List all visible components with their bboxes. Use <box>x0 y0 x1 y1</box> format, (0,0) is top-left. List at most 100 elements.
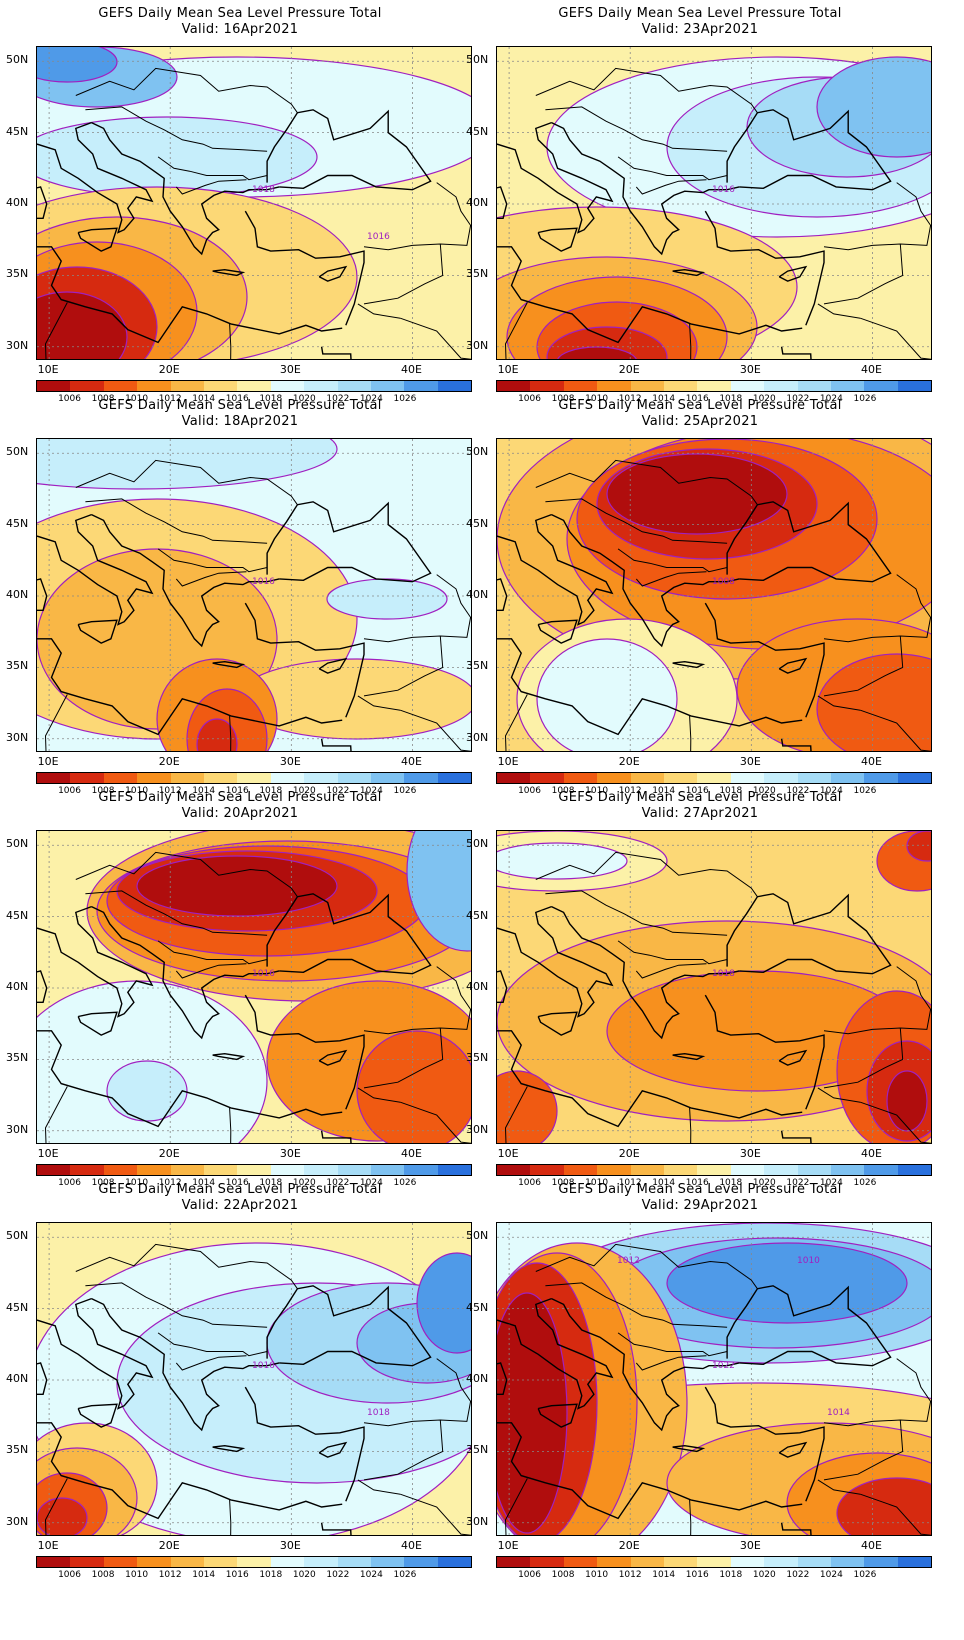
coastline <box>726 109 892 191</box>
colorbar-swatch <box>864 1557 898 1567</box>
colorbar-tick-label: 1022 <box>786 1178 810 1188</box>
colorbar-swatch <box>437 773 472 783</box>
colorbar-tick-label: 1012 <box>618 1570 642 1580</box>
country-border <box>817 1087 861 1103</box>
colorbar-tick-label: 1010 <box>585 1178 609 1188</box>
colorbar <box>36 1164 472 1176</box>
country-border <box>229 1107 232 1143</box>
colorbar-swatch <box>370 773 405 783</box>
colorbar-swatch <box>497 1165 531 1175</box>
country-border <box>357 1479 401 1495</box>
colorbar-tick-label: 1008 <box>551 1178 575 1188</box>
coastline <box>537 1011 578 1036</box>
colorbar-swatch <box>37 381 71 391</box>
colorbar-swatch <box>597 381 631 391</box>
coastline <box>497 186 508 219</box>
latitude-tick-label: 40N <box>6 1372 29 1385</box>
colorbar-swatch <box>404 1557 438 1567</box>
longitude-tick-label: 30E <box>279 363 301 376</box>
latitude-tick-label: 40N <box>6 980 29 993</box>
longitude-tick-label: 40E <box>400 755 422 768</box>
pressure-contour-region <box>37 116 318 198</box>
colorbar-tick-label: 1012 <box>618 786 642 796</box>
colorbar-swatch <box>103 381 138 391</box>
contour-label: 1008 <box>712 577 735 587</box>
colorbar-swatch <box>597 773 631 783</box>
colorbar-tick-label: 1006 <box>58 1178 81 1188</box>
latitude-tick-label: 30N <box>466 1122 489 1136</box>
country-border <box>817 1479 861 1495</box>
colorbar-tick-label: 1022 <box>326 786 350 796</box>
colorbar-tick-label: 1010 <box>585 786 609 796</box>
colorbar-swatch <box>170 381 204 391</box>
coastline <box>320 346 352 359</box>
country-border <box>823 966 931 1035</box>
colorbar-swatch <box>730 1557 765 1567</box>
country-border <box>823 1419 904 1481</box>
colorbar-swatch <box>70 773 104 783</box>
coastline <box>212 1444 246 1453</box>
pressure-map: 1016 <box>37 831 471 1143</box>
coastline <box>672 660 706 669</box>
forecast-panel: GEFS Daily Mean Sea Level Pressure Total… <box>0 784 480 1194</box>
colorbar-tick-label: 1016 <box>685 1178 709 1188</box>
colorbar-swatch <box>663 1165 698 1175</box>
contour-label: 1022 <box>712 1361 735 1371</box>
pressure-map: 1008 <box>497 439 931 751</box>
country-border <box>689 715 692 751</box>
contour-label: 1016 <box>712 185 735 195</box>
contour-label: 1016 <box>252 577 275 587</box>
coastline <box>551 121 740 256</box>
country-border <box>363 182 471 251</box>
coastline <box>77 619 118 644</box>
coastline <box>780 1130 812 1143</box>
colorbar-swatch <box>897 773 932 783</box>
coastline <box>537 227 578 252</box>
country-border <box>635 179 707 195</box>
longitude-tick-label: 10E <box>497 363 519 376</box>
colorbar-swatch <box>697 773 731 783</box>
country-border <box>617 548 728 573</box>
colorbar-swatch <box>137 1557 171 1567</box>
country-border <box>400 317 471 359</box>
colorbar-tick-label: 1012 <box>158 1570 182 1580</box>
map-frame: 1016 <box>36 438 472 752</box>
longitude-tick-label: 40E <box>860 755 882 768</box>
colorbar-swatch <box>370 381 405 391</box>
colorbar-swatch <box>530 773 564 783</box>
contour-label: 1014 <box>827 1408 850 1418</box>
colorbar-swatch <box>203 381 238 391</box>
coastline <box>704 210 825 326</box>
colorbar-tick-label: 1010 <box>125 1570 149 1580</box>
contour-label: 1010 <box>797 1256 820 1266</box>
colorbar-swatch <box>697 1165 731 1175</box>
map-frame: 1018 <box>496 830 932 1144</box>
country-border <box>823 243 904 305</box>
longitude-tick-label: 20E <box>618 755 640 768</box>
coastline <box>320 738 352 751</box>
coastline <box>780 1522 812 1535</box>
coastline <box>37 513 154 626</box>
latitude-tick-label: 50N <box>466 445 489 459</box>
country-border <box>545 498 728 544</box>
colorbar-swatch <box>103 773 138 783</box>
colorbar-tick-label: 1024 <box>819 1178 843 1188</box>
contour-label: 1016 <box>252 969 275 979</box>
colorbar-swatch <box>70 381 104 391</box>
country-border <box>400 1493 471 1535</box>
colorbar-swatch <box>203 1165 238 1175</box>
latitude-tick-label: 45N <box>466 1300 489 1314</box>
latitude-tick-label: 30N <box>6 730 29 744</box>
coastline <box>91 513 280 648</box>
pressure-map: 1022 1014 1012 1010 <box>497 1223 931 1535</box>
colorbar-tick-label: 1006 <box>518 1570 541 1580</box>
colorbar-swatch <box>897 1165 932 1175</box>
coastline <box>77 227 118 252</box>
contour-label: 1016 <box>367 232 390 242</box>
colorbar-tick-label: 1010 <box>125 394 149 404</box>
forecast-panel: GEFS Daily Mean Sea Level Pressure Total… <box>460 784 940 1194</box>
colorbar-swatch <box>103 1165 138 1175</box>
country-border <box>357 1087 401 1103</box>
colorbar-swatch <box>764 1165 798 1175</box>
coastline <box>726 893 892 975</box>
